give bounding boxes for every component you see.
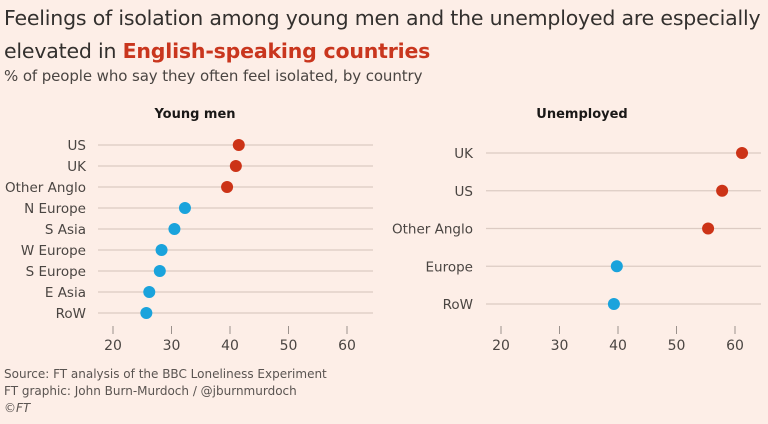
x-tick-label: 30 — [551, 338, 569, 354]
title-line-1: Feelings of isolation among young men an… — [4, 6, 761, 30]
category-label: W Europe — [21, 243, 86, 259]
data-point — [178, 202, 191, 214]
category-label: US — [68, 138, 86, 154]
data-point — [610, 260, 623, 273]
category-label: Europe — [426, 259, 473, 275]
title-line-2-prefix: elevated in — [4, 39, 123, 63]
source-note: Source: FT analysis of the BBC Lonelines… — [4, 367, 327, 381]
data-point — [140, 307, 153, 319]
data-point — [143, 286, 156, 298]
category-label: N Europe — [24, 201, 86, 217]
data-point — [168, 223, 181, 235]
data-point — [607, 298, 620, 310]
data-point — [736, 147, 749, 159]
data-point — [153, 265, 166, 277]
data-point — [716, 184, 729, 197]
copyright: ©FT — [4, 401, 31, 415]
data-point — [232, 139, 245, 151]
x-tick-label: 50 — [668, 338, 686, 354]
x-tick-label: 40 — [609, 338, 627, 354]
panel-title: Unemployed — [536, 107, 627, 122]
x-tick-label: 50 — [280, 338, 298, 354]
category-label: UK — [454, 146, 474, 162]
chart-subtitle: % of people who say they often feel isol… — [4, 67, 423, 85]
category-label: Other Anglo — [5, 180, 86, 196]
panel-title: Young men — [153, 107, 235, 122]
x-tick-label: 60 — [726, 338, 744, 354]
x-tick-label: 20 — [104, 338, 122, 354]
x-tick-label: 20 — [492, 338, 510, 354]
category-label: S Asia — [45, 222, 86, 238]
title-line-2: elevated in English-speaking countries — [4, 35, 768, 68]
graphic-credit: FT graphic: John Burn-Murdoch / @jburnmu… — [4, 384, 297, 398]
category-label: UK — [67, 159, 87, 175]
category-label: E Asia — [45, 285, 86, 301]
chart-title: Feelings of isolation among young men an… — [4, 2, 768, 68]
footer: Source: FT analysis of the BBC Lonelines… — [4, 366, 327, 417]
data-point — [229, 160, 242, 172]
title-highlight: English-speaking countries — [122, 39, 431, 63]
category-label: US — [455, 184, 473, 200]
x-tick-label: 30 — [163, 338, 181, 354]
x-tick-label: 40 — [221, 338, 239, 354]
category-label: RoW — [443, 297, 473, 313]
data-point — [155, 244, 168, 256]
category-label: S Europe — [26, 264, 86, 280]
category-label: Other Anglo — [392, 222, 473, 238]
data-point — [221, 181, 234, 193]
x-tick-label: 60 — [338, 338, 356, 354]
data-point — [702, 222, 715, 235]
category-label: RoW — [56, 306, 86, 322]
